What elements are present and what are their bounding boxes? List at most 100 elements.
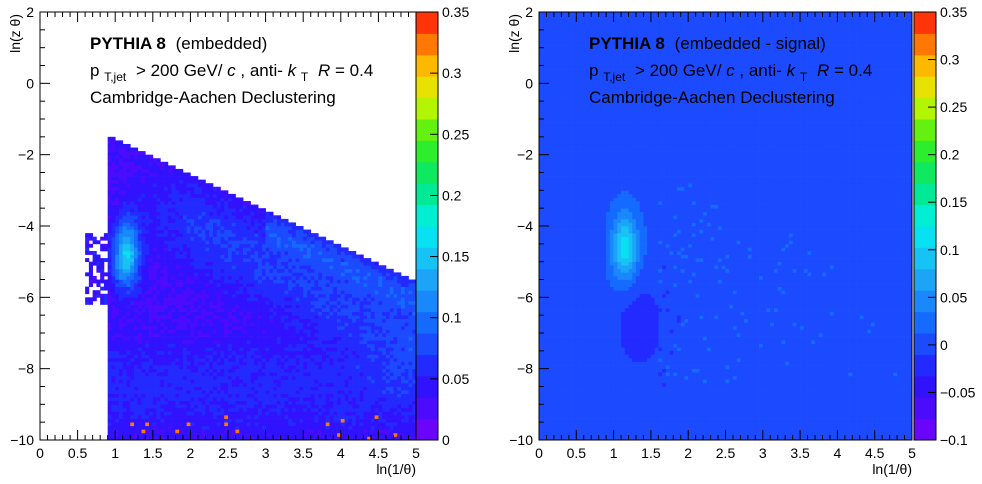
heatmap-cell	[172, 262, 176, 266]
heatmap-cell	[202, 304, 206, 308]
heatmap-cell	[160, 383, 164, 387]
heatmap-cell	[153, 258, 157, 262]
heatmap-cell	[266, 383, 270, 387]
heatmap-cell	[232, 205, 236, 209]
heatmap-cell	[262, 212, 266, 216]
heatmap-cell	[239, 387, 243, 391]
heatmap-cell	[228, 297, 232, 301]
heatmap-cell	[209, 280, 213, 284]
heatmap-cell	[187, 337, 191, 341]
heatmap-cell	[243, 230, 247, 234]
heatmap-cell	[115, 351, 119, 355]
heatmap-cell	[194, 276, 198, 280]
heatmap-cell	[266, 219, 270, 223]
heatmap-cell	[160, 404, 164, 408]
heatmap-cell	[284, 322, 288, 326]
heatmap-cell	[145, 215, 149, 219]
heatmap-cell	[209, 194, 213, 198]
heatmap-cell	[179, 387, 183, 391]
heatmap-cell	[168, 404, 172, 408]
heatmap-cell	[123, 280, 127, 284]
heatmap-cell	[160, 219, 164, 223]
heatmap-cell	[187, 240, 191, 244]
heatmap-cell	[217, 230, 221, 234]
heatmap-cell	[138, 422, 142, 426]
heatmap-cell	[213, 319, 217, 323]
heatmap-cell	[145, 212, 149, 216]
heatmap-cell	[111, 379, 115, 383]
heatmap-cell	[183, 397, 187, 401]
heatmap-cell	[202, 422, 206, 426]
heatmap-cell	[187, 244, 191, 248]
heatmap-cell	[236, 215, 240, 219]
heatmap-cell	[217, 344, 221, 348]
heatmap-cell	[198, 404, 202, 408]
heatmap-cell	[138, 426, 142, 430]
heatmap-cell	[145, 158, 149, 162]
heatmap-cell	[205, 315, 209, 319]
heatmap-cell	[247, 354, 251, 358]
heatmap-cell	[251, 319, 255, 323]
heatmap-cell	[149, 390, 153, 394]
heatmap-cell	[262, 269, 266, 273]
heatmap-cell	[202, 397, 206, 401]
heatmap-cell	[119, 351, 123, 355]
heatmap-cell	[296, 347, 300, 351]
heatmap-cell	[119, 162, 123, 166]
heatmap-cell	[251, 247, 255, 251]
heatmap-cell	[262, 219, 266, 223]
heatmap-cell	[220, 383, 224, 387]
heatmap-cell	[130, 369, 134, 373]
heatmap-cell	[273, 351, 277, 355]
heatmap-cell	[123, 369, 127, 373]
heatmap-cell	[213, 394, 217, 398]
heatmap-cell	[266, 319, 270, 323]
heatmap-cell	[217, 322, 221, 326]
heatmap-cell	[205, 340, 209, 344]
heatmap-cell	[115, 365, 119, 369]
heatmap-cell	[153, 433, 157, 437]
heatmap-cell	[153, 358, 157, 362]
heatmap-cell	[179, 258, 183, 262]
heatmap-cell	[269, 247, 273, 251]
heatmap-cell	[168, 344, 172, 348]
heatmap-cell	[157, 176, 161, 180]
heatmap-cell	[153, 394, 157, 398]
heatmap-cell	[138, 205, 142, 209]
heatmap-cell	[273, 265, 277, 269]
heatmap-cell	[239, 362, 243, 366]
heatmap-cell	[138, 219, 142, 223]
heatmap-cell	[284, 294, 288, 298]
heatmap-cell	[202, 387, 206, 391]
heatmap-cell	[232, 262, 236, 266]
heatmap-cell	[217, 244, 221, 248]
heatmap-cell	[217, 205, 221, 209]
heatmap-cell	[205, 290, 209, 294]
heatmap-cell	[277, 369, 281, 373]
heatmap-cell	[153, 429, 157, 433]
heatmap-cell	[111, 419, 115, 423]
heatmap-cell	[198, 244, 202, 248]
heatmap-cell	[123, 379, 127, 383]
heatmap-cell	[232, 376, 236, 380]
heatmap-cell	[232, 208, 236, 212]
heatmap-cell	[157, 347, 161, 351]
heatmap-cell	[119, 322, 123, 326]
heatmap-cell	[209, 372, 213, 376]
heatmap-cell	[108, 283, 112, 287]
heatmap-cell	[284, 283, 288, 287]
heatmap-cell	[190, 208, 194, 212]
heatmap-cell	[232, 297, 236, 301]
heatmap-cell	[273, 394, 277, 398]
heatmap-cell	[138, 358, 142, 362]
heatmap-cell	[134, 269, 138, 273]
heatmap-cell	[209, 262, 213, 266]
heatmap-cell	[134, 312, 138, 316]
heatmap-cell	[209, 247, 213, 251]
heatmap-cell	[153, 187, 157, 191]
heatmap-cell	[138, 165, 142, 169]
heatmap-cell	[183, 183, 187, 187]
heatmap-cell	[183, 258, 187, 262]
heatmap-cell	[183, 394, 187, 398]
heatmap-cell	[108, 197, 112, 201]
